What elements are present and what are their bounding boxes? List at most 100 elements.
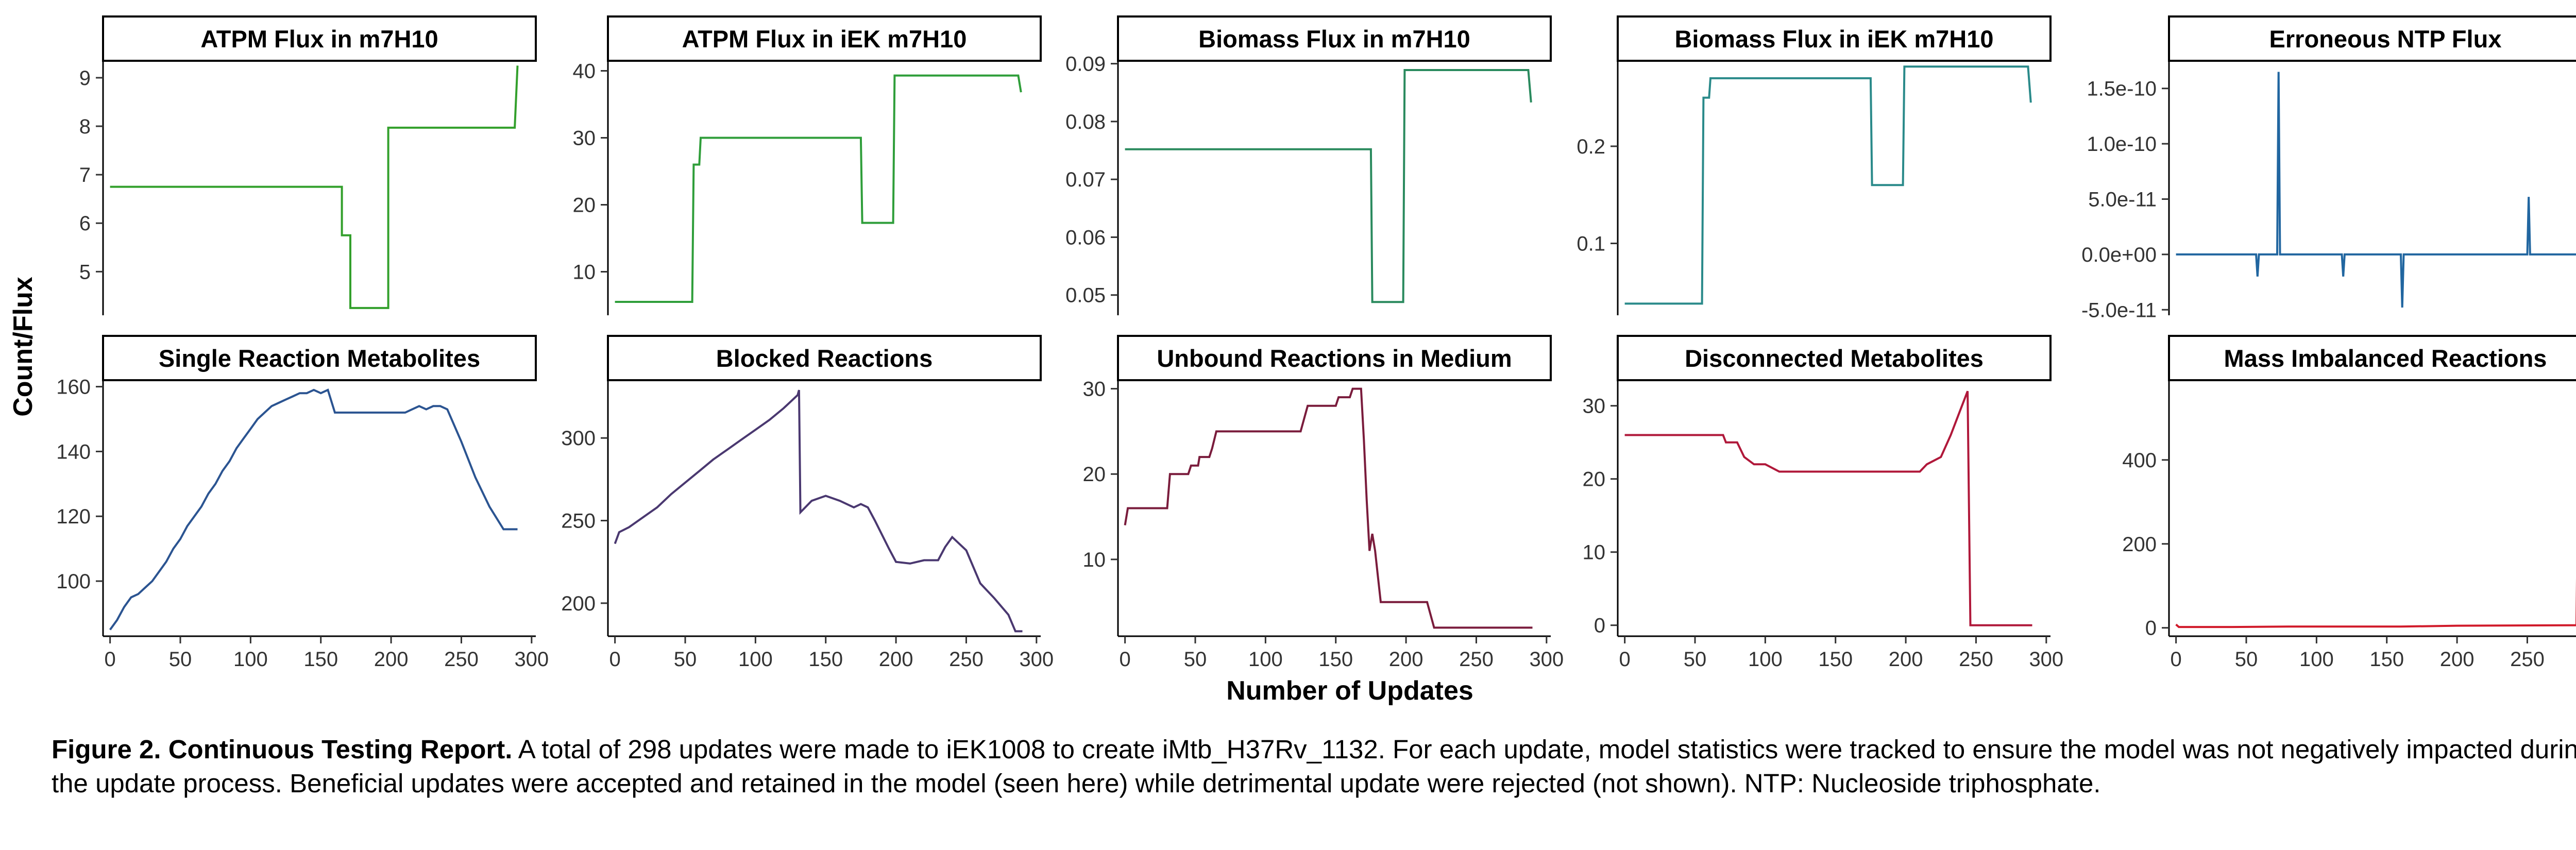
y-tick-label: 0.0e+00 — [2081, 244, 2157, 266]
facet-panel: ATPM Flux in iEK m7H10 10 20 30 40 — [573, 15, 1042, 315]
figure-panel-grid: ATPM Flux in m7H10 5 6 7 8 9 ATPM Flux in iEK … — [8, 15, 2576, 706]
x-tick-label: 100 — [738, 648, 773, 671]
facet-strip — [1617, 335, 2052, 381]
y-tick-label: 0.2 — [1577, 135, 1605, 158]
x-tick-label: 300 — [1019, 648, 1054, 671]
y-tick-label: 1.0e-10 — [2087, 133, 2157, 156]
x-tick-label: 50 — [169, 648, 192, 671]
facet-strip — [102, 15, 537, 62]
facet-panel: Biomass Flux in iEK m7H10 0.1 0.2 — [1577, 15, 2052, 315]
facet-panel: Mass Imbalanced Reactions 0 50 100 150 200 250… — [2122, 335, 2576, 671]
x-tick-label: 200 — [2440, 648, 2475, 671]
x-tick-label: 0 — [1619, 648, 1631, 671]
facet-strip — [607, 15, 1042, 62]
x-tick-label: 50 — [2235, 648, 2258, 671]
facet-panel: ATPM Flux in m7H10 5 6 7 8 9 — [79, 15, 537, 315]
y-tick-label: 100 — [56, 570, 91, 593]
facet-strip — [2168, 15, 2576, 62]
series-line — [1124, 387, 1533, 629]
y-tick-label: 140 — [56, 440, 91, 463]
x-tick-label: 0 — [609, 648, 621, 671]
y-tick-label: 5.0e-11 — [2088, 188, 2157, 211]
y-tick-label: -5.0e-11 — [2081, 299, 2157, 321]
series-line — [2176, 72, 2576, 308]
y-tick-label: 30 — [1083, 378, 1106, 401]
facet-title: ATPM Flux in m7H10 — [200, 25, 438, 53]
x-tick-label: 200 — [1889, 648, 1923, 671]
x-tick-label: 50 — [1184, 648, 1207, 671]
y-tick-label: 120 — [56, 505, 91, 528]
facet-panel: Biomass Flux in m7H10 0.05 0.06 0.07 0.08 0.0… — [1065, 15, 1552, 315]
x-tick-label: 150 — [1818, 648, 1853, 671]
x-tick-label: 100 — [1248, 648, 1283, 671]
shared-x-axis-label: Number of Updates — [1226, 676, 1473, 706]
y-tick-label: 9 — [79, 67, 91, 90]
y-tick-label: 300 — [561, 427, 596, 450]
shared-y-axis-label: Count/Flux — [8, 277, 38, 417]
y-tick-label: 7 — [79, 164, 91, 186]
series-line — [614, 389, 1023, 633]
x-tick-label: 200 — [1389, 648, 1423, 671]
x-tick-label: 50 — [1684, 648, 1707, 671]
y-tick-label: 0.1 — [1577, 232, 1605, 255]
x-tick-label: 250 — [1459, 648, 1494, 671]
x-tick-label: 200 — [374, 648, 409, 671]
y-tick-label: 0 — [1594, 615, 1605, 637]
facet-title: Mass Imbalanced Reactions — [2224, 345, 2547, 372]
y-tick-label: 20 — [1083, 463, 1106, 486]
series-line — [615, 74, 1022, 303]
x-tick-label: 150 — [808, 648, 843, 671]
caption-title: Figure 2. Continuous Testing Report. — [52, 735, 513, 764]
facet-strip — [2168, 335, 2576, 381]
x-tick-label: 0 — [105, 648, 116, 671]
y-tick-label: 30 — [573, 127, 596, 150]
y-tick-label: 1.5e-10 — [2087, 78, 2157, 100]
facet-panel: Single Reaction Metabolites 0 50 100 150 200 2… — [56, 335, 549, 671]
facet-strip — [102, 335, 537, 381]
y-tick-label: 200 — [2122, 533, 2157, 556]
x-tick-label: 150 — [303, 648, 338, 671]
y-tick-label: 20 — [573, 194, 596, 217]
facet-title: Disconnected Metabolites — [1685, 345, 1984, 372]
facet-title: Erroneous NTP Flux — [2269, 25, 2502, 53]
series-line — [1624, 390, 2032, 626]
y-tick-label: 8 — [79, 115, 91, 138]
y-tick-label: 10 — [1083, 549, 1106, 571]
facet-strip — [1117, 15, 1552, 62]
facet-title: Single Reaction Metabolites — [159, 345, 480, 372]
figure-caption: Figure 2. Continuous Testing Report. A t… — [52, 733, 2576, 801]
facet-panel: Blocked Reactions 0 50 100 150 200 250 300 200 25… — [561, 335, 1054, 671]
y-tick-label: 10 — [573, 261, 596, 284]
facet-strip — [607, 335, 1042, 381]
y-tick-label: 400 — [2122, 449, 2157, 472]
x-tick-label: 100 — [2299, 648, 2334, 671]
y-tick-label: 0.05 — [1065, 284, 1106, 307]
facet-title: ATPM Flux in iEK m7H10 — [682, 25, 967, 53]
facet-panels: ATPM Flux in m7H10 5 6 7 8 9 ATPM Flux in iEK … — [56, 15, 2576, 671]
y-tick-label: 160 — [56, 376, 91, 399]
y-tick-label: 250 — [561, 510, 596, 533]
x-tick-label: 250 — [1959, 648, 1993, 671]
x-tick-label: 150 — [2369, 648, 2404, 671]
x-tick-label: 100 — [233, 648, 268, 671]
facet-panel: Erroneous NTP Flux -5.0e-11 0.0e+00 5.0e-11… — [2081, 15, 2576, 321]
y-tick-label: 6 — [79, 212, 91, 235]
y-tick-label: 0 — [2145, 617, 2157, 640]
y-tick-label: 0.09 — [1065, 53, 1106, 76]
facet-title: Blocked Reactions — [716, 345, 933, 372]
series-line — [1624, 65, 2032, 305]
y-tick-label: 20 — [1583, 468, 1606, 491]
x-tick-label: 300 — [514, 648, 549, 671]
facet-title: Biomass Flux in m7H10 — [1198, 25, 1470, 53]
x-tick-label: 50 — [674, 648, 697, 671]
series-line — [110, 65, 519, 309]
x-tick-label: 0 — [1120, 648, 1131, 671]
x-tick-label: 0 — [2171, 648, 2182, 671]
series-line — [1125, 69, 1532, 303]
facet-title: Unbound Reactions in Medium — [1157, 345, 1512, 372]
facet-panel: Unbound Reactions in Medium 0 50 100 150 200 2… — [1083, 335, 1564, 671]
y-tick-label: 5 — [79, 261, 91, 283]
x-tick-label: 100 — [1748, 648, 1783, 671]
x-tick-label: 300 — [1529, 648, 1564, 671]
